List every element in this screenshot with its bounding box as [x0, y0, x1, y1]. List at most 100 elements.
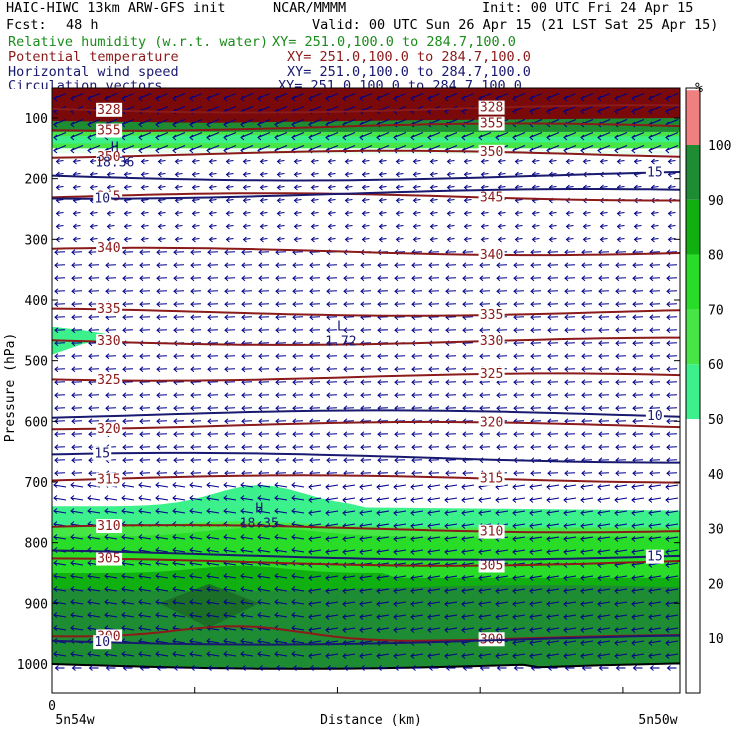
- vector-arrow: [496, 407, 508, 409]
- vector-head: [88, 275, 93, 282]
- vector-head: [359, 510, 364, 516]
- vector-arrow: [529, 549, 543, 553]
- vector-arrow: [597, 536, 611, 540]
- vector-arrow: [342, 523, 356, 527]
- vector-head: [121, 599, 126, 605]
- vector-head: [293, 210, 298, 217]
- vector-arrow: [122, 251, 134, 253]
- vector-head: [325, 627, 330, 633]
- vector-arrow: [107, 237, 115, 241]
- vector-head: [71, 418, 76, 425]
- y-tick-label: 900: [25, 597, 48, 612]
- vector-head: [598, 431, 603, 438]
- vector-head: [649, 392, 654, 399]
- vector-arrow: [54, 433, 66, 435]
- vector-head: [88, 262, 93, 269]
- vector-head: [359, 497, 364, 503]
- theta-label-bg: [96, 421, 123, 436]
- vector-arrow: [377, 459, 389, 461]
- vector-arrow: [243, 185, 251, 189]
- vector-arrow: [461, 144, 475, 152]
- vector-head: [479, 262, 484, 269]
- vector-head: [206, 482, 211, 488]
- vector-arrow: [362, 159, 370, 163]
- vector-arrow: [479, 407, 491, 409]
- vector-head: [189, 599, 194, 605]
- vector-head: [257, 134, 262, 141]
- vector-head: [580, 536, 585, 542]
- vector-arrow: [649, 290, 661, 292]
- vector-arrow: [495, 614, 509, 618]
- vector-head: [309, 275, 314, 282]
- vector-arrow: [362, 172, 370, 176]
- vector-head: [122, 405, 127, 412]
- vector-arrow: [530, 420, 542, 422]
- vector-arrow: [105, 407, 117, 409]
- vector-arrow: [257, 510, 271, 514]
- vector-head: [666, 314, 671, 321]
- colorbar-tick-label: 90: [708, 194, 724, 209]
- vector-arrow: [325, 601, 339, 605]
- vector-arrow: [342, 627, 356, 631]
- vector-arrow: [294, 159, 302, 163]
- vector-head: [648, 614, 653, 620]
- vector-arrow: [90, 211, 98, 215]
- vector-arrow: [173, 264, 185, 266]
- vector-arrow: [190, 433, 202, 435]
- vector-arrow: [139, 329, 151, 331]
- vector-head: [580, 614, 585, 620]
- vector-arrow: [512, 510, 526, 514]
- vector-arrow: [532, 224, 540, 228]
- vector-head: [156, 288, 161, 295]
- vector-head: [495, 653, 500, 659]
- vector-arrow: [139, 316, 151, 318]
- vector-head: [614, 95, 619, 102]
- vector-arrow: [547, 420, 559, 422]
- vector-arrow: [649, 329, 661, 331]
- vector-head: [547, 353, 552, 360]
- vector-head: [156, 366, 161, 373]
- vector-arrow: [410, 614, 424, 618]
- vector-arrow: [665, 549, 679, 553]
- vector-arrow: [598, 303, 610, 305]
- vector-arrow: [190, 407, 202, 409]
- vector-head: [546, 588, 551, 594]
- vector-arrow: [73, 185, 81, 189]
- vector-head: [581, 301, 586, 308]
- vector-head: [190, 431, 195, 438]
- vector-arrow: [158, 172, 166, 176]
- vector-arrow: [530, 355, 542, 357]
- vector-head: [428, 275, 433, 282]
- vector-arrow: [260, 172, 268, 176]
- vector-arrow: [190, 459, 202, 461]
- vector-arrow: [513, 446, 525, 448]
- vector-arrow: [597, 92, 611, 100]
- vector-head: [342, 627, 347, 633]
- vector-head: [461, 614, 466, 620]
- vector-head: [88, 392, 93, 399]
- vector-arrow: [156, 446, 168, 448]
- vector-head: [70, 534, 75, 540]
- vector-head: [104, 651, 109, 657]
- vector-head: [326, 262, 331, 269]
- vector-head: [546, 510, 551, 516]
- vector-head: [54, 444, 59, 451]
- vector-arrow: [56, 185, 64, 189]
- theta-contour-305: [52, 557, 680, 567]
- vector-arrow: [445, 277, 457, 279]
- vector-head: [496, 275, 501, 282]
- vector-arrow: [224, 303, 236, 305]
- vector-arrow: [260, 211, 268, 215]
- vector-head: [309, 665, 314, 671]
- vector-arrow: [598, 264, 610, 266]
- vector-arrow: [243, 224, 251, 228]
- vector-arrow: [581, 394, 593, 396]
- vector-arrow: [156, 433, 168, 435]
- vector-arrow: [651, 211, 659, 215]
- vector-head: [121, 95, 126, 102]
- vector-head: [546, 95, 551, 102]
- vector-head: [376, 653, 381, 659]
- vector-arrow: [209, 198, 217, 202]
- vector-arrow: [325, 510, 339, 514]
- vector-head: [224, 353, 229, 360]
